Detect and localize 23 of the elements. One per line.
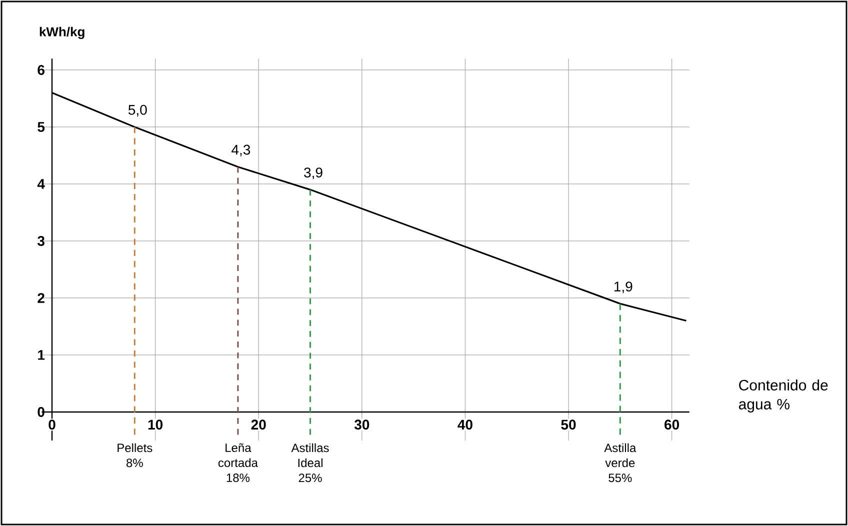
x-tick-label: 30 <box>354 420 370 430</box>
y-tick-label: 4 <box>37 179 45 189</box>
series-label: Astillas Ideal 25% <box>291 443 329 482</box>
y-tick-label: 2 <box>38 293 44 303</box>
x-tick-label: 0 <box>48 420 56 430</box>
x-tick-label: 50 <box>561 420 576 430</box>
series-label: Leña cortada 18% <box>218 443 258 482</box>
x-axis-title: Contenido de agua % <box>738 379 828 412</box>
y-tick-label: 1 <box>38 350 45 360</box>
series-label: Astilla verde 55% <box>604 443 636 482</box>
x-tick-label: 60 <box>664 420 680 430</box>
data-label: 1,9 <box>614 282 632 294</box>
y-tick-label: 6 <box>38 65 44 75</box>
series-label: Pellets 8% <box>118 443 152 468</box>
data-label: 3,9 <box>304 168 322 180</box>
x-tick-label: 40 <box>458 420 472 430</box>
data-label: 4,3 <box>232 144 250 156</box>
y-tick-label: 5 <box>38 122 45 132</box>
data-label: 5,0 <box>128 104 147 116</box>
y-axis-title: kWh/kg <box>40 26 84 40</box>
x-tick-label: 10 <box>148 420 163 430</box>
x-tick-label: 20 <box>251 420 266 430</box>
y-tick-label: 3 <box>38 236 44 246</box>
